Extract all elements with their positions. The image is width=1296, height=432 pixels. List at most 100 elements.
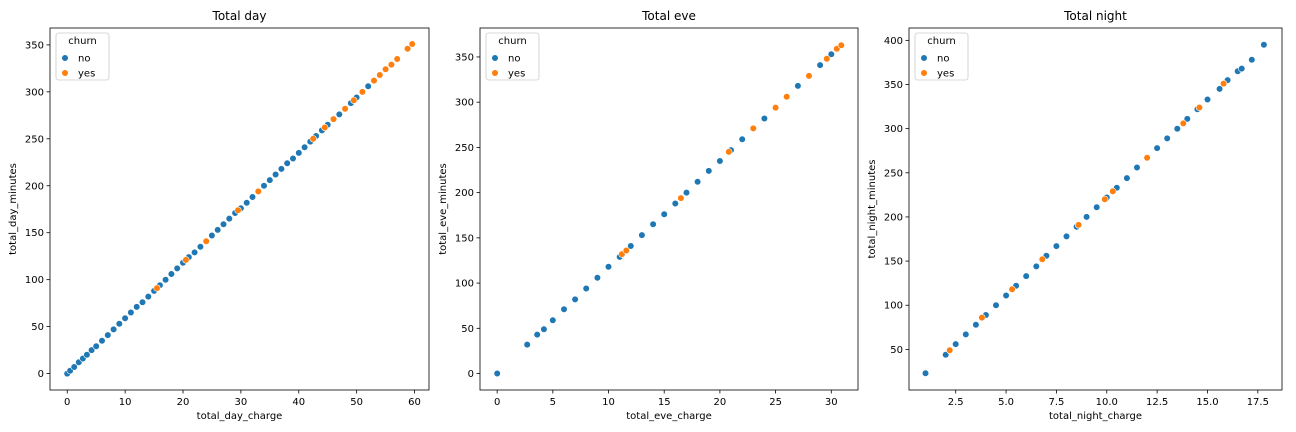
- data-point: [549, 316, 557, 324]
- data-point: [816, 61, 824, 69]
- x-tick-label: 12.5: [1146, 397, 1168, 408]
- x-tick-label: 15: [658, 397, 671, 408]
- y-tick-label: 300: [455, 98, 474, 109]
- data-point: [266, 176, 274, 184]
- data-point: [408, 40, 416, 48]
- x-tick-label: 10.0: [1096, 397, 1118, 408]
- data-point: [837, 41, 845, 49]
- y-tick-label: 250: [455, 143, 474, 154]
- x-tick-label: 7.5: [1048, 397, 1064, 408]
- x-tick-label: 10: [602, 397, 615, 408]
- series-yes: [153, 40, 416, 292]
- y-tick-label: 100: [884, 301, 903, 312]
- data-point: [225, 215, 233, 223]
- data-point: [1008, 285, 1016, 293]
- x-tick-label: 30: [235, 397, 248, 408]
- x-tick-label: 17.5: [1247, 397, 1269, 408]
- data-point: [1203, 95, 1212, 104]
- legend-title: churn: [498, 36, 526, 47]
- series-no: [921, 41, 1268, 377]
- y-tick-label: 100: [455, 279, 474, 290]
- data-point: [182, 256, 190, 264]
- y-tick-label: 0: [468, 369, 474, 380]
- data-point: [962, 330, 970, 339]
- data-point: [693, 178, 702, 186]
- legend-title: churn: [68, 36, 96, 47]
- data-point: [627, 242, 635, 250]
- data-point: [254, 187, 262, 195]
- data-point: [749, 124, 757, 132]
- data-point: [1062, 232, 1071, 240]
- data-point: [972, 321, 980, 329]
- legend-title: churn: [927, 36, 955, 47]
- data-point: [70, 363, 78, 371]
- chart-title: Total day: [212, 9, 267, 23]
- legend-label-no: no: [937, 54, 949, 65]
- data-point: [738, 135, 746, 143]
- data-point: [350, 96, 358, 104]
- data-point: [404, 45, 412, 53]
- data-point: [358, 88, 367, 96]
- data-point: [92, 342, 100, 350]
- data-point: [1173, 125, 1181, 133]
- data-point: [133, 303, 141, 311]
- data-point: [946, 346, 954, 354]
- data-point: [649, 220, 657, 228]
- legend-box: [914, 32, 969, 81]
- data-point: [978, 314, 986, 322]
- x-tick-label: 30: [825, 397, 838, 408]
- y-tick-label: 300: [884, 124, 903, 135]
- data-point: [121, 314, 129, 322]
- data-point: [823, 55, 831, 63]
- data-point: [144, 293, 152, 301]
- data-point: [571, 295, 579, 304]
- chart-title: Total night: [1063, 9, 1127, 23]
- legend: churn no yes: [914, 32, 969, 81]
- data-point: [1219, 79, 1228, 88]
- data-point: [1215, 85, 1224, 93]
- data-point: [660, 210, 668, 218]
- data-point: [1101, 195, 1109, 203]
- data-point: [493, 369, 501, 378]
- data-point: [153, 284, 161, 292]
- data-point: [1002, 291, 1010, 300]
- data-point: [370, 76, 378, 85]
- data-point: [1052, 242, 1060, 250]
- series-no: [63, 55, 401, 378]
- data-point: [196, 243, 204, 251]
- data-point: [716, 157, 724, 165]
- x-tick-label: 60: [408, 397, 421, 408]
- data-point: [127, 308, 135, 317]
- data-point: [202, 237, 210, 245]
- legend-label-no: no: [78, 54, 90, 65]
- y-tick-label: 50: [890, 345, 903, 356]
- y-tick-label: 350: [25, 40, 44, 51]
- x-tick-label: 15.0: [1196, 397, 1218, 408]
- data-point: [104, 331, 112, 339]
- data-point: [329, 115, 338, 123]
- data-point: [760, 114, 769, 123]
- data-point: [1093, 203, 1101, 211]
- data-point: [364, 82, 372, 90]
- data-point: [387, 60, 396, 69]
- data-point: [98, 337, 106, 345]
- legend-marker-no: [61, 54, 69, 62]
- data-point: [1183, 115, 1191, 123]
- data-point: [376, 71, 384, 79]
- data-point: [109, 325, 118, 334]
- x-tick-label: 10: [119, 397, 132, 408]
- x-tick-label: 40: [292, 397, 305, 408]
- plot-frame: [49, 27, 430, 391]
- data-point: [952, 340, 960, 348]
- data-point: [162, 276, 170, 284]
- data-point: [771, 103, 780, 112]
- x-tick-label: 5.0: [998, 397, 1014, 408]
- legend-label-yes: yes: [508, 69, 525, 80]
- data-point: [87, 346, 96, 354]
- legend: churn no yes: [55, 32, 110, 81]
- data-point: [301, 143, 309, 151]
- plot-frame: [479, 27, 859, 391]
- data-point: [1032, 262, 1040, 271]
- data-point: [295, 149, 303, 157]
- data-point: [725, 148, 733, 156]
